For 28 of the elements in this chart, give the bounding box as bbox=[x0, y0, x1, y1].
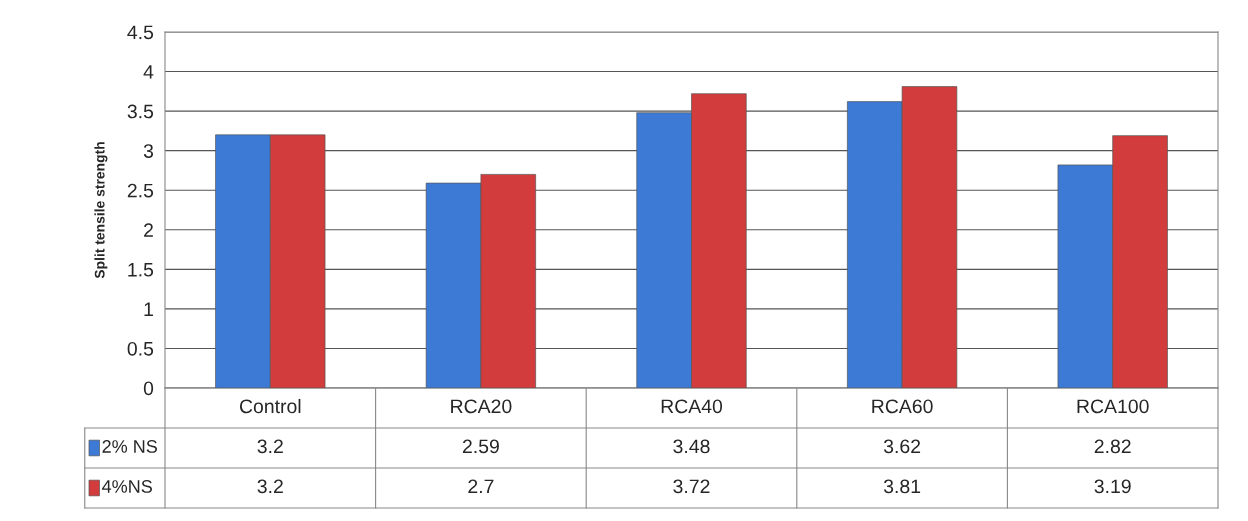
legend-label: 4%NS bbox=[102, 480, 152, 493]
data-label: 3.48 bbox=[673, 439, 710, 454]
x-tick-label: RCA60 bbox=[872, 399, 933, 414]
data-label: 3.81 bbox=[883, 479, 921, 494]
x-tick-label: RCA20 bbox=[451, 399, 512, 414]
y-axis-title: Split tensile strength bbox=[94, 142, 108, 279]
y-tick-label: 2.5 bbox=[127, 183, 154, 198]
x-tick-label: RCA40 bbox=[661, 399, 723, 414]
y-tick-label: 2 bbox=[144, 223, 153, 237]
x-tick-label: Control bbox=[239, 398, 301, 414]
y-tick-label: 0 bbox=[143, 381, 154, 396]
y-tick-label: 1.5 bbox=[128, 263, 154, 277]
y-tick-label: 1 bbox=[144, 302, 153, 316]
y-tick-label: 4 bbox=[143, 65, 154, 79]
y-tick-label: 3 bbox=[143, 144, 154, 158]
data-label: 3.72 bbox=[673, 479, 710, 494]
y-tick-label: 3.5 bbox=[127, 104, 154, 119]
data-label: 2.7 bbox=[468, 479, 494, 494]
data-label: 3.19 bbox=[1094, 479, 1131, 494]
data-label: 3.2 bbox=[257, 439, 283, 454]
data-label: 2.82 bbox=[1094, 439, 1131, 454]
y-tick-label: 0.5 bbox=[127, 341, 154, 356]
data-label: 2.59 bbox=[462, 439, 499, 454]
data-label: 3.2 bbox=[257, 479, 283, 494]
legend-label: 2% NS bbox=[102, 440, 157, 453]
y-tick-label: 4.5 bbox=[127, 25, 154, 40]
data-label: 3.62 bbox=[883, 439, 921, 454]
x-tick-label: RCA100 bbox=[1077, 399, 1149, 414]
